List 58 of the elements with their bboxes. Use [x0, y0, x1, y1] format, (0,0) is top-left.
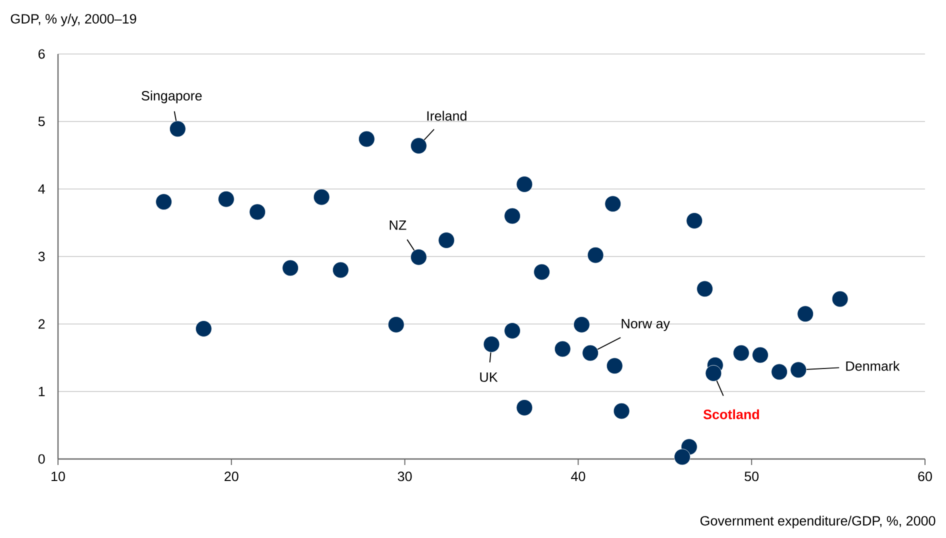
point [733, 344, 750, 362]
point [582, 344, 599, 362]
point [705, 365, 722, 382]
point [771, 364, 788, 380]
y-tick-label: 3 [38, 252, 45, 262]
annotation: Norw ay [622, 318, 670, 332]
point [195, 320, 212, 337]
point [554, 340, 571, 358]
y-tick-label: 6 [38, 49, 45, 59]
point [169, 120, 186, 138]
point [282, 260, 299, 276]
point [573, 316, 590, 333]
point [313, 188, 330, 206]
x-tick-label: 30 [398, 472, 412, 482]
x-tick-label: 60 [918, 472, 932, 482]
point [752, 346, 768, 364]
point [604, 196, 622, 212]
annotation: Denmark [846, 360, 900, 371]
point [686, 212, 703, 229]
point [410, 138, 427, 154]
point [504, 322, 521, 339]
point [832, 290, 848, 308]
point [606, 358, 623, 374]
y-tick-label: 4 [38, 184, 45, 194]
x-tick-label: 10 [52, 472, 65, 482]
x-tick-label: 20 [224, 472, 238, 482]
point [504, 208, 521, 224]
x-tick-label: 40 [571, 472, 586, 482]
annotation: NZ [390, 220, 406, 230]
x-axis-title: Government expenditure/GDP, %, 2000 [700, 516, 936, 528]
point [674, 448, 690, 466]
point [438, 232, 455, 248]
point [797, 306, 814, 322]
y-tick-label: 1 [38, 386, 45, 396]
y-tick-label: 2 [38, 319, 45, 329]
annotation: Scotland [703, 409, 759, 420]
point [249, 204, 266, 220]
point [587, 246, 604, 264]
annotation: Singapore [142, 90, 202, 104]
point [332, 262, 349, 278]
y-tick-label: 0 [38, 454, 45, 464]
point [516, 399, 533, 416]
point [516, 176, 533, 192]
point [218, 190, 234, 208]
annotation: Ireland [427, 110, 466, 121]
point [534, 264, 550, 280]
point [613, 402, 630, 420]
x-tick-label: 50 [744, 472, 759, 482]
point [156, 194, 172, 210]
y-tick-label: 5 [38, 116, 45, 126]
point [790, 362, 807, 378]
point [696, 280, 713, 298]
point [483, 336, 500, 352]
point [410, 248, 427, 266]
annotation: UK [480, 372, 498, 382]
y-axis-title: GDP, % y/y, 2000–19 [10, 14, 136, 26]
point [358, 130, 375, 148]
point [388, 316, 404, 333]
